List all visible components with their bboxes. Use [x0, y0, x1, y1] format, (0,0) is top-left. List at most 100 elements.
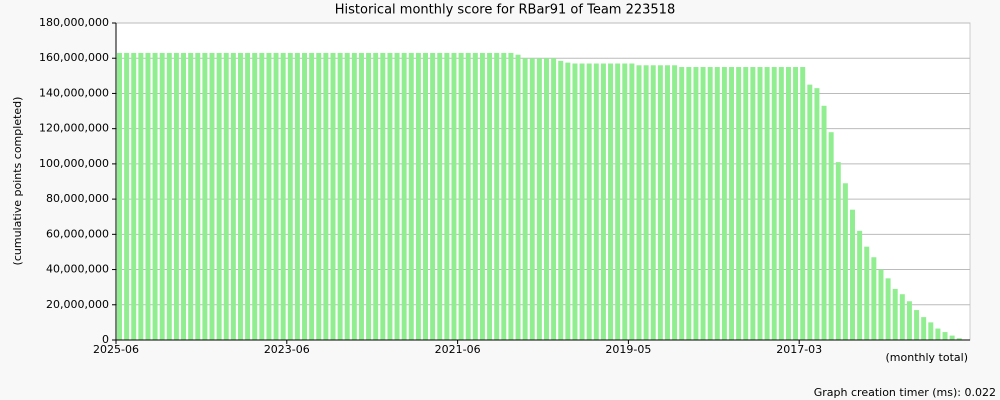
bar: [942, 332, 948, 340]
bar: [152, 52, 158, 340]
bar: [380, 52, 386, 340]
bar: [928, 322, 934, 340]
bar: [785, 67, 791, 341]
bar: [294, 52, 300, 340]
bar: [508, 52, 514, 340]
bar: [729, 67, 735, 341]
bar: [679, 67, 685, 341]
bar: [650, 65, 656, 341]
bar: [323, 52, 329, 340]
bar: [764, 67, 770, 341]
chart-title: Historical monthly score for RBar91 of T…: [335, 3, 675, 18]
bar: [842, 183, 848, 340]
bar: [899, 294, 905, 340]
bar: [515, 54, 521, 340]
bar: [850, 209, 855, 340]
bar: [373, 52, 379, 340]
y-tick-label: 0: [102, 333, 109, 346]
bar: [451, 52, 457, 340]
bar: [686, 67, 692, 341]
bar: [166, 52, 172, 340]
bar: [494, 52, 500, 340]
bar: [586, 63, 592, 340]
bar: [387, 52, 393, 340]
bar: [700, 67, 706, 341]
bar: [743, 67, 749, 341]
bar: [643, 65, 649, 341]
x-tick-label: 2025-06: [93, 343, 139, 356]
bar: [771, 67, 777, 341]
y-axis-label: (cumulative points completed): [11, 97, 24, 266]
bar: [622, 63, 628, 340]
bar: [394, 52, 400, 340]
bar: [558, 60, 564, 340]
bar: [565, 62, 571, 340]
bar: [736, 67, 742, 341]
bar: [501, 52, 507, 340]
bar: [117, 52, 122, 340]
bar: [209, 52, 215, 340]
bar: [778, 67, 784, 341]
bar: [472, 52, 478, 340]
bar: [914, 310, 920, 340]
bar: [664, 65, 670, 341]
y-tick-label: 60,000,000: [46, 227, 109, 240]
y-tick-label: 120,000,000: [39, 122, 109, 135]
x-tick-label: 2023-06: [264, 343, 310, 356]
bar: [579, 63, 585, 340]
bar: [807, 84, 813, 340]
x-axis-label: (monthly total): [886, 351, 969, 364]
bar: [266, 52, 272, 340]
bar: [878, 269, 884, 340]
y-tick-label: 100,000,000: [39, 157, 109, 170]
bar: [252, 52, 258, 340]
bar: [608, 63, 614, 340]
bar: [892, 288, 898, 340]
bar: [529, 58, 535, 340]
bar: [188, 52, 194, 340]
x-tick-label: 2017-03: [776, 343, 822, 356]
x-tick-label: 2021-06: [435, 343, 481, 356]
x-tick-label: 2019-05: [605, 343, 651, 356]
bar: [230, 52, 236, 340]
bar: [245, 52, 251, 340]
bar: [864, 246, 870, 340]
bar: [223, 52, 229, 340]
bar: [615, 63, 621, 340]
bar: [871, 257, 877, 340]
bar: [672, 65, 678, 341]
bar: [330, 52, 336, 340]
bar: [921, 317, 927, 340]
bar: [173, 52, 179, 340]
bar: [216, 52, 222, 340]
bar: [458, 52, 464, 340]
bar: [124, 52, 130, 340]
bar: [657, 65, 663, 341]
bar: [465, 52, 471, 340]
bar: [444, 52, 450, 340]
bar: [828, 132, 834, 340]
bar: [572, 63, 578, 340]
y-tick-label: 180,000,000: [39, 16, 109, 29]
bar: [280, 52, 286, 340]
bar: [273, 52, 279, 340]
bar: [835, 162, 841, 340]
bar: [750, 67, 756, 341]
bar: [593, 63, 599, 340]
bar: [202, 52, 208, 340]
bar: [536, 58, 542, 340]
bar: [401, 52, 407, 340]
bar: [479, 52, 485, 340]
bar: [636, 65, 642, 341]
bar: [956, 338, 962, 340]
bar: [544, 58, 549, 340]
bar: [430, 52, 436, 340]
bar: [138, 52, 144, 340]
bar: [408, 52, 414, 340]
y-tick-label: 80,000,000: [46, 192, 109, 205]
bar: [287, 52, 293, 340]
bar: [159, 52, 165, 340]
bar: [693, 67, 699, 341]
bar: [423, 52, 428, 340]
